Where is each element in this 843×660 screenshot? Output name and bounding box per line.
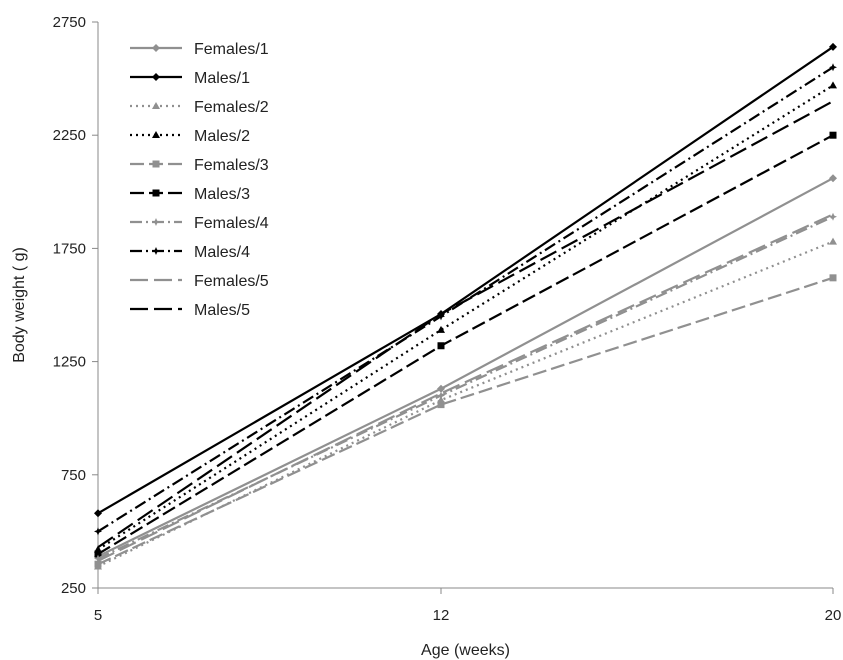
data-point <box>829 274 837 282</box>
data-point <box>829 212 837 221</box>
data-point <box>94 527 102 536</box>
series-females-1 <box>94 174 837 561</box>
data-point <box>437 312 445 321</box>
series-males-3 <box>94 131 837 558</box>
legend-marker <box>152 218 160 226</box>
data-point <box>437 342 445 350</box>
x-tick-label: 5 <box>94 607 102 624</box>
data-point <box>437 325 445 333</box>
legend-label: Males/1 <box>194 70 250 87</box>
series-line <box>97 276 834 566</box>
data-point <box>829 237 837 245</box>
series-line <box>97 177 834 558</box>
legend-marker <box>152 44 160 52</box>
legend-entry: Females/5 <box>130 273 269 290</box>
legend-label: Females/5 <box>194 273 269 290</box>
series-males-5 <box>97 100 834 549</box>
data-point <box>94 550 102 558</box>
series-layer <box>94 42 837 570</box>
series-line <box>97 240 834 568</box>
legend-marker <box>152 131 160 138</box>
data-point <box>829 174 837 183</box>
data-point <box>437 384 445 393</box>
data-point <box>829 63 837 72</box>
legend-marker <box>152 73 160 81</box>
data-point <box>437 391 445 400</box>
series-line <box>97 213 834 562</box>
legend-entry: Males/4 <box>130 244 250 261</box>
series-line <box>97 84 834 551</box>
legend-entry: Males/2 <box>130 128 250 145</box>
series-females-4 <box>94 212 837 563</box>
legend-marker <box>152 189 160 197</box>
series-males-4 <box>94 63 837 536</box>
legend-entry: Females/3 <box>130 157 269 174</box>
legend-marker <box>152 160 160 168</box>
data-point <box>437 401 445 409</box>
legend-label: Females/3 <box>194 157 269 174</box>
legend: Females/1 Males/1 Females/2 Males/2 Females/… <box>130 41 269 319</box>
y-tick-label: 2250 <box>53 127 86 144</box>
y-tick-label: 250 <box>61 580 86 597</box>
data-point <box>94 560 102 568</box>
legend-entry: Males/3 <box>130 186 250 203</box>
legend-marker <box>152 247 160 255</box>
y-tick-label: 750 <box>61 467 86 484</box>
legend-label: Males/5 <box>194 302 250 319</box>
data-point <box>94 509 102 518</box>
data-point <box>829 81 837 89</box>
data-point <box>94 554 102 563</box>
x-tick-label: 20 <box>825 607 842 624</box>
chart-axes: 250 750 1250 1750 2250 2750 5 12 20 <box>53 14 842 624</box>
legend-label: Females/1 <box>194 41 269 58</box>
legend-label: Females/4 <box>194 215 269 232</box>
series-females-5 <box>97 213 834 562</box>
legend-entry: Males/1 <box>130 70 250 87</box>
y-axis-title: Body weight ( g) <box>11 247 28 363</box>
legend-label: Males/2 <box>194 128 250 145</box>
x-axis-title: Age (weeks) <box>421 642 510 659</box>
series-females-3 <box>94 274 837 568</box>
x-tick-label: 12 <box>433 607 450 624</box>
legend-label: Females/2 <box>194 99 269 116</box>
data-point <box>829 131 837 139</box>
y-tick-label: 1750 <box>53 240 86 257</box>
y-tick-label: 1250 <box>53 354 86 371</box>
legend-entry: Females/4 <box>130 215 269 232</box>
data-point <box>829 42 837 51</box>
legend-entry: Males/5 <box>130 302 250 319</box>
legend-marker <box>152 102 160 109</box>
legend-entry: Females/2 <box>130 99 269 116</box>
series-line <box>97 100 834 549</box>
legend-label: Males/4 <box>194 244 250 261</box>
y-tick-label: 2750 <box>53 14 86 31</box>
legend-label: Males/3 <box>194 186 250 203</box>
legend-entry: Females/1 <box>130 41 269 58</box>
